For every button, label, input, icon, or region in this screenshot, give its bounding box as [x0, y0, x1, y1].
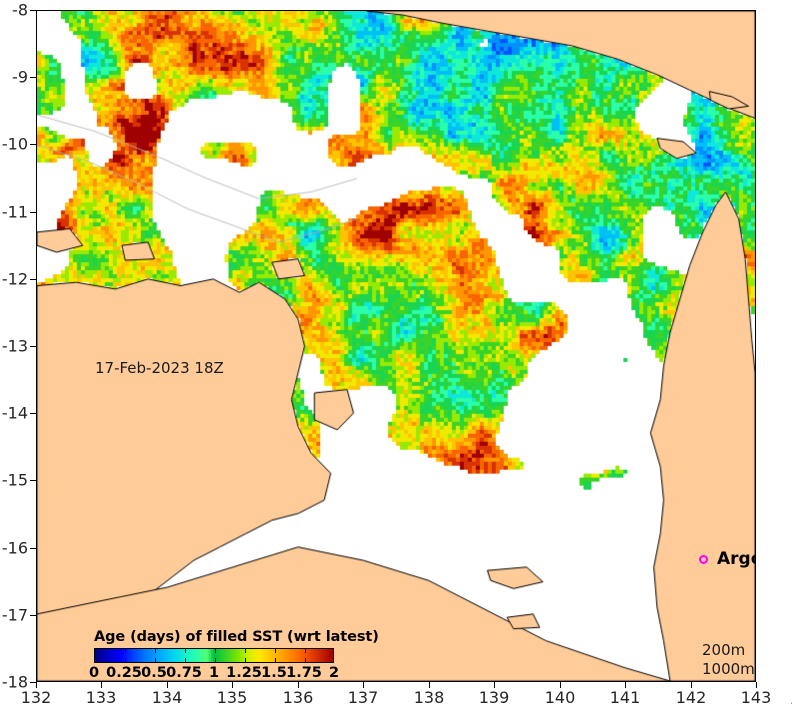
colorbar-tick-labels: 0 0.25 0.5 0.75 1 1.25 1.5 1.75 2	[89, 665, 339, 681]
x-axis-tick-label: 142	[675, 688, 707, 707]
x-axis-tick-label: 134	[151, 688, 183, 707]
argo-legend: Argo	[699, 549, 755, 569]
x-axis-tick-label: 132	[20, 688, 52, 707]
colorbar-tick	[305, 648, 306, 653]
colorbar-tick-label: 1.25	[226, 665, 262, 681]
y-axis-tick	[30, 548, 36, 549]
y-axis-tick	[30, 480, 36, 481]
y-axis-tick-label: -10	[1, 134, 28, 154]
depth-contour-1000m: 1000m	[702, 659, 755, 678]
x-axis-tick-label: 136	[282, 688, 314, 707]
x-axis-tick-label: 141	[609, 688, 641, 707]
x-axis-tick-label: 138	[413, 688, 445, 707]
sst-age-raster	[37, 11, 755, 681]
x-axis-tick	[625, 682, 626, 688]
x-axis-tick	[756, 682, 757, 688]
y-axis-tick-label: -17	[1, 605, 28, 625]
x-axis-tick	[36, 682, 37, 688]
y-axis-tick	[30, 212, 36, 213]
colorbar-title: Age (days) of filled SST (wrt latest)	[94, 629, 379, 645]
y-axis-tick-label: -13	[1, 336, 28, 356]
colorbar-tick	[215, 648, 216, 653]
colorbar-tick	[125, 648, 126, 653]
y-axis-tick	[30, 144, 36, 145]
y-axis-tick	[30, 10, 36, 11]
colorbar-tick-label: 1	[208, 665, 220, 681]
depth-contour-200m: 200m	[702, 641, 746, 659]
colorbar-tick-label: 0.5	[141, 665, 167, 681]
colorbar-tick-label: 1.75	[286, 665, 322, 681]
y-axis-tick	[30, 682, 36, 683]
colorbar-tick-label: 2	[328, 665, 340, 681]
x-axis-tick-label: 143	[740, 688, 772, 707]
colorbar-tick-label: 1.5	[261, 665, 287, 681]
depth-contour-legend: 200m 1000m	[702, 641, 755, 679]
y-axis-tick-label: -8	[12, 0, 28, 20]
x-axis-tick	[494, 682, 495, 688]
colorbar-tick	[275, 658, 276, 663]
colorbar-tick	[305, 658, 306, 663]
map-plot-frame: 17-Feb-2023 18Z Argo 200m 1000m Age (day…	[36, 10, 756, 682]
argo-legend-label: Argo	[717, 549, 755, 569]
y-axis-tick-label: -15	[1, 470, 28, 490]
y-axis-tick-label: -9	[12, 67, 28, 87]
y-axis-tick	[30, 346, 36, 347]
x-axis-tick	[232, 682, 233, 688]
y-axis-tick	[30, 615, 36, 616]
colorbar-tick-label: 0	[88, 665, 100, 681]
x-axis-tick	[298, 682, 299, 688]
colorbar-tick	[125, 658, 126, 663]
y-axis-tick-label: -11	[1, 202, 28, 222]
colorbar-tick	[275, 648, 276, 653]
y-axis-tick-label: -12	[1, 269, 28, 289]
y-axis-tick-label: -18	[1, 672, 28, 692]
y-axis-tick-label: -14	[1, 403, 28, 423]
x-axis-tick	[691, 682, 692, 688]
x-axis-tick-label: 140	[544, 688, 576, 707]
x-axis-tick	[429, 682, 430, 688]
colorbar-tick	[185, 658, 186, 663]
x-axis-tick	[560, 682, 561, 688]
x-axis-tick	[101, 682, 102, 688]
y-axis-tick-label: -16	[1, 538, 28, 558]
x-axis-tick	[167, 682, 168, 688]
x-axis-tick-label: 135	[216, 688, 248, 707]
x-axis-tick-label: 137	[347, 688, 379, 707]
x-axis-tick-label: 133	[85, 688, 117, 707]
y-axis-tick	[30, 413, 36, 414]
colorbar-tick	[245, 648, 246, 653]
colorbar-tick	[155, 658, 156, 663]
timestamp-label: 17-Feb-2023 18Z	[95, 359, 224, 377]
argo-marker-icon	[699, 554, 708, 564]
colorbar-tick-label: 0.25	[106, 665, 142, 681]
x-axis-tick	[363, 682, 364, 688]
x-axis-tick-label: 139	[478, 688, 510, 707]
colorbar-tick	[185, 648, 186, 653]
y-axis-tick	[30, 279, 36, 280]
colorbar-tick	[155, 648, 156, 653]
colorbar-tick	[215, 658, 216, 663]
y-axis-tick	[30, 77, 36, 78]
colorbar-gradient	[94, 648, 334, 663]
colorbar-tick-label: 0.75	[166, 665, 202, 681]
colorbar-tick	[245, 658, 246, 663]
